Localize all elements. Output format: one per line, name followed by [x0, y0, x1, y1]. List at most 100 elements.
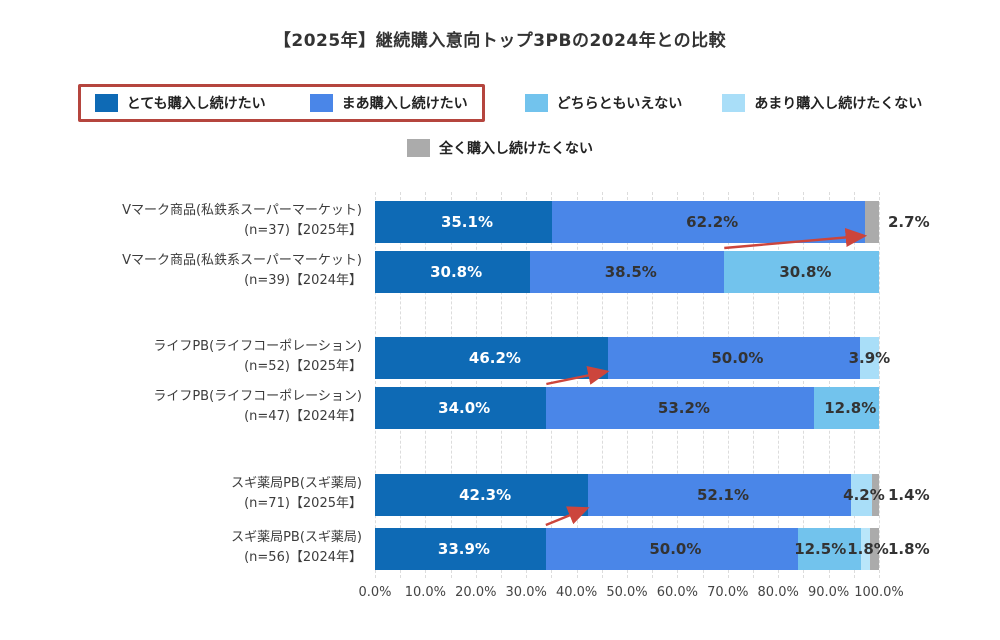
segment-value-label-outside: 1.4%: [888, 486, 930, 504]
row-label-n-year: (n=47)【2024年】: [244, 409, 362, 425]
gridline: [400, 192, 402, 578]
legend-item: 全く購入し続けたくない: [407, 138, 593, 158]
legend-item: まあ購入し続けたい: [309, 93, 468, 113]
legend-swatch-icon: [524, 94, 548, 112]
legend-label: どちらともいえない: [556, 96, 683, 112]
segment-value-label-outside: 2.7%: [888, 213, 930, 231]
x-axis-tick-label: 60.0%: [656, 585, 699, 600]
legend-swatch-icon: [407, 139, 430, 157]
legend-item: あまり購入し続けたくない: [722, 93, 922, 113]
segment-value-label: 50.0%: [711, 349, 764, 367]
bar-segment: [375, 251, 531, 293]
bar-segment: [375, 387, 547, 429]
row-label: ライフPB(ライフコーポレーション) (n=52)【2025年】: [0, 337, 362, 377]
gridline: [475, 192, 477, 578]
stacked-bar: 30.8% 38.5% 30.8%: [375, 251, 880, 293]
bar-segment: [814, 387, 879, 429]
segment-value-label: 62.2%: [686, 213, 739, 231]
chart-title: 【2025年】継続購入意向トップ3PBの2024年との比較: [273, 31, 727, 51]
row-label-n-year: (n=37)【2025年】: [244, 223, 362, 239]
bar-segment: [797, 528, 861, 570]
gridline: [778, 192, 780, 578]
x-axis-tick-label: 70.0%: [707, 585, 749, 600]
legend-swatch-icon: [309, 94, 333, 112]
legend-label: 全く購入し続けたくない: [439, 141, 593, 157]
gridline: [853, 192, 855, 578]
x-axis-tick-label: 10.0%: [404, 585, 447, 600]
row-label: Vマーク商品(私鉄系スーパーマーケット) (n=37)【2025年】: [0, 201, 362, 241]
legend-item: とても購入し続けたい: [94, 93, 266, 113]
legend-row-2: 全く購入し続けたくない: [0, 138, 1000, 158]
stacked-bar: 34.0% 53.2% 12.8%: [375, 387, 879, 429]
gridline: [526, 192, 528, 578]
bar-segment: [546, 387, 815, 429]
gridline: [652, 192, 654, 578]
row-label: スギ薬局PB(スギ薬局) (n=56)【2024年】: [0, 528, 362, 568]
bar-segment: [869, 528, 879, 570]
gridline: [551, 192, 553, 578]
row-label-name: スギ薬局PB(スギ薬局): [231, 476, 362, 491]
segment-value-label: 30.8%: [779, 263, 832, 281]
legend-label: まあ購入し続けたい: [341, 96, 468, 112]
row-label-name: ライフPB(ライフコーポレーション): [153, 389, 362, 404]
row-label-n-year: (n=56)【2024年】: [244, 550, 362, 566]
bar-segment: [375, 528, 546, 570]
segment-value-label: 38.5%: [604, 263, 657, 281]
bar-segment: [588, 474, 851, 516]
bar-segment: [724, 251, 880, 293]
row-label-name: Vマーク商品(私鉄系スーパーマーケット): [122, 203, 362, 218]
segment-value-label: 52.1%: [696, 486, 750, 504]
stacked-bar: 46.2% 50.0% 3.9%: [375, 337, 890, 379]
bar-segment: [860, 528, 870, 570]
gridline: [501, 192, 502, 578]
x-axis-tick-label: 100.0%: [854, 585, 904, 600]
legend-label: あまり購入し続けたくない: [754, 96, 923, 112]
gridline: [576, 192, 578, 578]
row-label-name: ライフPB(ライフコーポレーション): [153, 339, 362, 354]
x-axis-tick-label: 20.0%: [455, 585, 497, 600]
gridline: [702, 192, 704, 578]
x-axis-tick-label: 90.0%: [807, 585, 850, 600]
bar-segment: [859, 337, 880, 379]
segment-value-label: 1.8%: [847, 540, 889, 558]
legend-swatch-icon: [722, 94, 746, 112]
legend-item: どちらともいえない: [524, 93, 683, 113]
gridline: [803, 192, 805, 578]
gridline: [627, 192, 628, 578]
stacked-bar: 35.1% 62.2%: [375, 201, 879, 243]
gridline: [828, 192, 830, 578]
segment-value-label: 50.0%: [649, 540, 702, 558]
bar-segment: [375, 201, 552, 243]
stacked-bar: 33.9% 50.0% 12.5% 1.8%: [375, 528, 889, 570]
gridline: [450, 192, 452, 578]
segment-value-label: 12.5%: [794, 540, 847, 558]
bar-segment: [607, 337, 860, 379]
legend-label: とても購入し続けたい: [126, 96, 266, 112]
row-label-name: Vマーク商品(私鉄系スーパーマーケット): [122, 253, 362, 268]
legend-highlight-box: とても購入し続けたい まあ購入し続けたい: [77, 84, 485, 122]
legend-row-1: とても購入し続けたい まあ購入し続けたい どちらともいえない あまり購入し続けたくな…: [0, 84, 1000, 122]
segment-value-label: 53.2%: [657, 399, 710, 417]
gridline: [727, 192, 729, 578]
x-axis-tick-label: 30.0%: [505, 585, 547, 600]
x-axis-tick-label: 0.0%: [358, 585, 392, 600]
row-label: スギ薬局PB(スギ薬局) (n=71)【2025年】: [0, 474, 362, 514]
row-label-n-year: (n=52)【2025年】: [244, 359, 362, 375]
gridline: [879, 192, 880, 578]
segment-value-label: 46.2%: [468, 349, 521, 367]
segment-value-label: 4.2%: [843, 486, 885, 504]
x-axis-tick-label: 80.0%: [757, 585, 799, 600]
x-axis-tick-label: 40.0%: [555, 585, 598, 600]
segment-value-label: 42.3%: [459, 486, 512, 504]
row-label-n-year: (n=71)【2025年】: [244, 496, 362, 512]
gridline: [375, 192, 376, 578]
row-label-n-year: (n=39)【2024年】: [244, 273, 362, 289]
legend-swatch-icon: [94, 94, 118, 112]
segment-value-label: 12.8%: [824, 399, 877, 417]
bar-segment: [850, 474, 872, 516]
x-axis-tick-label: 50.0%: [606, 585, 648, 600]
gridline: [753, 192, 754, 578]
gridline: [425, 192, 427, 578]
stacked-bar: 42.3% 52.1% 4.2%: [375, 474, 885, 516]
